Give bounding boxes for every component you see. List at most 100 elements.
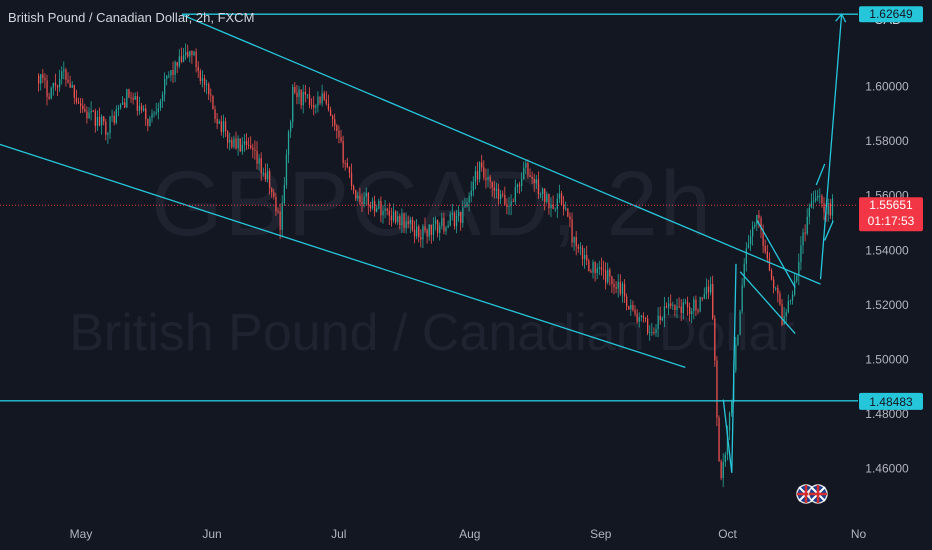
bar-countdown-label: 01:17:53 xyxy=(868,214,915,228)
candle-body xyxy=(661,317,663,321)
candle-body xyxy=(111,115,113,117)
candle-body xyxy=(663,306,666,318)
candle-body xyxy=(126,89,128,108)
candle-body xyxy=(245,141,248,146)
candle-body xyxy=(804,232,806,234)
candle-body xyxy=(714,318,716,361)
candle-body xyxy=(155,112,157,114)
candle-body xyxy=(502,194,504,196)
price-axis[interactable] xyxy=(858,0,932,520)
candle-body xyxy=(271,188,273,193)
candle-body xyxy=(510,201,512,206)
candle-body xyxy=(208,84,210,95)
candle-body xyxy=(237,138,239,149)
candle-body xyxy=(819,195,821,197)
candle-body xyxy=(63,69,65,72)
candle-body xyxy=(676,306,678,311)
candle-body xyxy=(395,211,397,223)
candle-body xyxy=(443,217,445,232)
candle-body xyxy=(302,92,304,106)
candle-body xyxy=(367,192,369,206)
candle-body xyxy=(762,229,764,247)
candle-body xyxy=(470,190,472,197)
candle-body xyxy=(348,167,351,173)
candle-body xyxy=(105,121,107,135)
projection-line xyxy=(819,14,843,280)
candle-body xyxy=(571,219,573,243)
candle-body xyxy=(218,121,220,124)
candle-body xyxy=(185,52,187,56)
candle-body xyxy=(54,82,57,86)
uk-flag-icons[interactable] xyxy=(796,484,828,504)
candle-body xyxy=(678,306,680,308)
candle-body xyxy=(140,105,143,111)
candle-body xyxy=(485,177,487,181)
candle-body xyxy=(590,271,592,273)
time-axis-labels: May Jun Jul Aug Sep Oct No xyxy=(70,527,867,541)
time-tick-label: No xyxy=(851,527,867,541)
watermark: GBPCAD, 2h British Pound / Canadian Doll… xyxy=(69,153,795,362)
candle-body xyxy=(199,71,201,82)
candle-body xyxy=(84,109,86,112)
candle-body xyxy=(109,116,111,134)
candle-body xyxy=(52,82,54,88)
candle-body xyxy=(653,332,655,334)
candle-body xyxy=(697,309,699,312)
candle-body xyxy=(657,315,659,330)
candle-body xyxy=(182,55,185,62)
candle-body xyxy=(277,211,279,212)
candle-body xyxy=(138,105,141,111)
candle-body xyxy=(216,118,218,124)
candle-body xyxy=(334,119,336,126)
time-tick-label: Sep xyxy=(590,527,612,541)
candle-body xyxy=(264,173,267,180)
uk-flag-icon[interactable] xyxy=(808,484,828,504)
candle-body xyxy=(386,208,388,211)
candle-body xyxy=(451,213,453,215)
candle-body xyxy=(311,105,313,106)
candle-body xyxy=(521,179,523,186)
candle-body xyxy=(644,317,647,319)
price-badges: 1.62649 1.55651 01:17:53 1.48483 xyxy=(859,6,923,410)
candle-body xyxy=(369,205,372,209)
candle-body xyxy=(605,270,607,283)
candle-body xyxy=(739,311,741,335)
candle-body xyxy=(552,204,554,210)
candle-body xyxy=(462,207,464,223)
candle-body xyxy=(535,179,537,184)
time-axis[interactable] xyxy=(0,518,932,550)
candle-body xyxy=(808,207,810,217)
support-level-label: 1.48483 xyxy=(869,395,913,409)
candle-body xyxy=(98,117,101,126)
candle-body xyxy=(668,303,670,308)
candle-body xyxy=(563,204,565,209)
candle-body xyxy=(649,332,651,334)
candle-body xyxy=(405,221,407,228)
candle-body xyxy=(411,219,414,230)
candle-body xyxy=(773,279,775,288)
candle-body xyxy=(214,109,216,119)
candle-body xyxy=(161,94,164,101)
candle-body xyxy=(298,89,300,98)
candle-body xyxy=(634,310,636,314)
candle-body xyxy=(329,109,332,116)
candle-body xyxy=(357,195,359,199)
candle-body xyxy=(518,184,521,186)
candle-body xyxy=(275,196,277,212)
time-tick-label: Jul xyxy=(331,527,346,541)
candle-body xyxy=(193,51,195,56)
candle-body xyxy=(82,105,84,110)
candle-body xyxy=(754,224,756,227)
candle-body xyxy=(441,217,443,226)
candle-body xyxy=(651,332,653,333)
candle-body xyxy=(827,203,829,215)
candle-body xyxy=(445,227,447,232)
price-tick-label: 1.48000 xyxy=(865,407,909,421)
candle-body xyxy=(107,133,109,135)
candle-body xyxy=(61,71,63,80)
wedge-upper-line xyxy=(756,220,796,288)
current-price-badge xyxy=(859,197,923,232)
price-tick-label: 1.60000 xyxy=(865,80,909,94)
candle-body xyxy=(130,97,132,99)
